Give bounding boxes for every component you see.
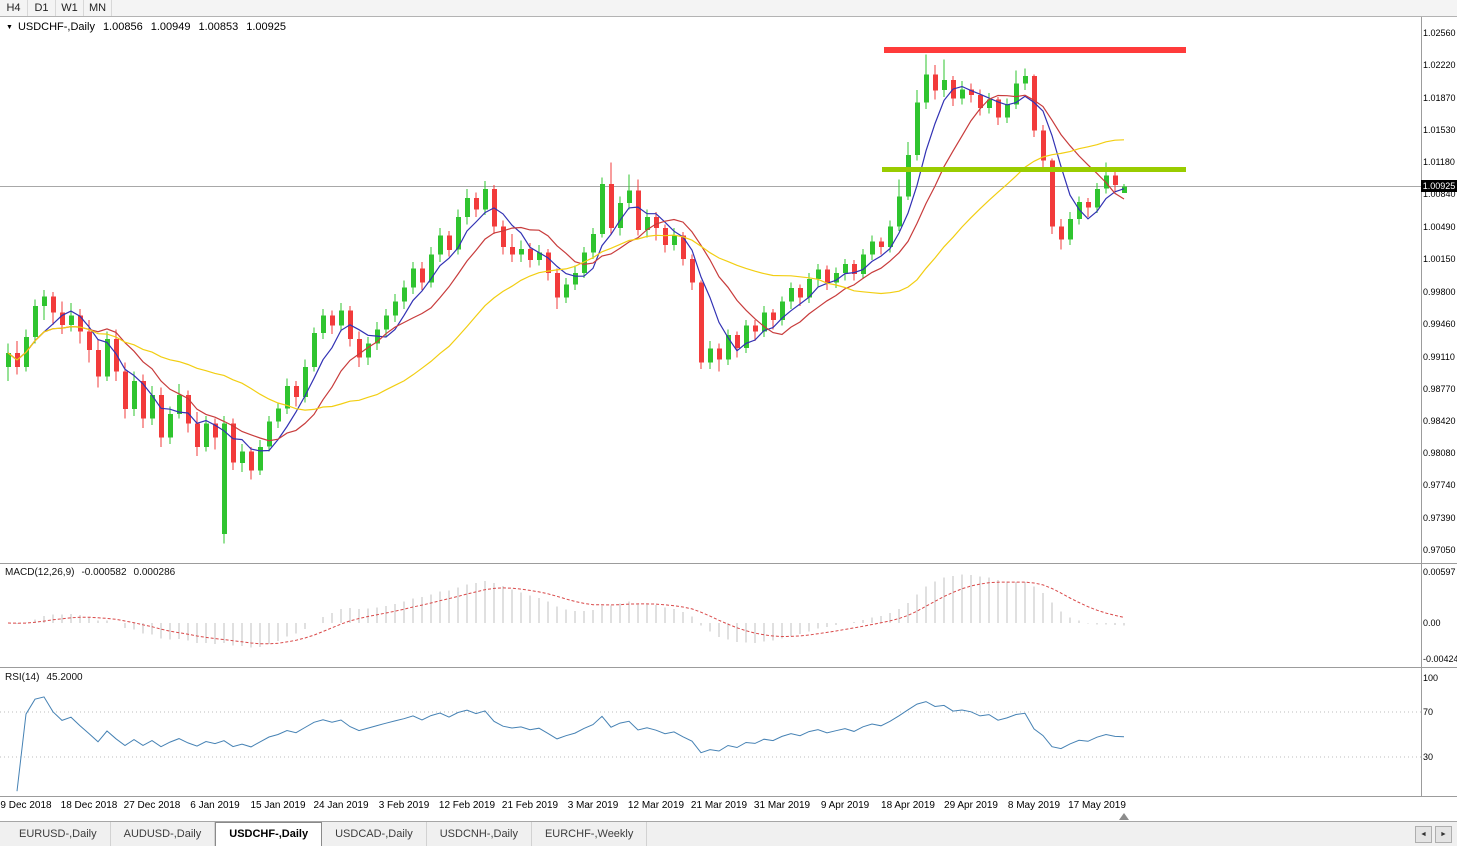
- time-axis-label: 27 Dec 2018: [123, 800, 181, 811]
- price-axis-label: 0.98080: [1423, 448, 1456, 458]
- tab-usdcad-daily[interactable]: USDCAD-,Daily: [322, 822, 427, 846]
- time-axis-label: 3 Mar 2019: [567, 800, 619, 811]
- main-chart-canvas[interactable]: [0, 17, 1421, 563]
- price-axis-label: 1.00840: [1423, 189, 1456, 199]
- chart-tab-bar: EURUSD-,Daily AUDUSD-,Daily USDCHF-,Daily U…: [0, 821, 1457, 846]
- tab-usdchf-daily[interactable]: USDCHF-,Daily: [215, 822, 323, 846]
- macd-rsi-divider: [0, 667, 1457, 668]
- macd-header: MACD(12,26,9) -0.000582 0.000286: [5, 567, 175, 578]
- time-axis-label: 29 Apr 2019: [944, 800, 998, 811]
- ohlc-open: 1.00856: [102, 21, 143, 33]
- price-axis-label: 1.00150: [1423, 254, 1456, 264]
- rsi-indicator-canvas[interactable]: [0, 669, 1421, 796]
- timeframe-d1-button[interactable]: D1: [28, 0, 56, 16]
- time-axis-label: 18 Dec 2018: [60, 800, 118, 811]
- tabs-scroll-left-button[interactable]: ◄: [1415, 825, 1432, 843]
- price-axis-label: 0.98420: [1423, 416, 1456, 426]
- price-axis-label: 0.99110: [1423, 352, 1455, 362]
- chart-shift-marker-icon[interactable]: [1119, 813, 1129, 820]
- price-axis-label: 1.01530: [1423, 125, 1456, 135]
- price-axis-label: 1.00490: [1423, 222, 1456, 232]
- time-axis-label: 12 Mar 2019: [627, 800, 685, 811]
- time-axis-label: 3 Feb 2019: [378, 800, 430, 811]
- price-axis-label: 0.97740: [1423, 480, 1456, 490]
- timeframe-h4-button[interactable]: H4: [0, 0, 28, 16]
- timeframe-w1-button[interactable]: W1: [56, 0, 84, 16]
- support-line[interactable]: [882, 167, 1186, 172]
- time-axis-label: 15 Jan 2019: [250, 800, 306, 811]
- time-axis-label: 18 Apr 2019: [881, 800, 935, 811]
- time-axis-label: 31 Mar 2019: [753, 800, 811, 811]
- price-axis-label: 1.02220: [1423, 60, 1456, 70]
- macd-axis-label: -0.00424: [1423, 654, 1457, 664]
- ohlc-low: 1.00853: [198, 21, 239, 33]
- macd-signal-value: 0.000286: [133, 567, 176, 578]
- price-axis-label: 0.99460: [1423, 319, 1456, 329]
- price-axis-label: 0.97050: [1423, 545, 1456, 555]
- time-axis-label: 21 Feb 2019: [501, 800, 559, 811]
- tabs-scroll-right-button[interactable]: ►: [1435, 825, 1452, 843]
- timeframe-toolbar: H4 D1 W1 MN: [0, 0, 1457, 17]
- tab-usdcnh-daily[interactable]: USDCNH-,Daily: [427, 822, 532, 846]
- rsi-axis-label: 100: [1423, 673, 1439, 683]
- chart-tabs: EURUSD-,Daily AUDUSD-,Daily USDCHF-,Daily U…: [0, 822, 648, 846]
- price-axis-label: 1.01180: [1423, 157, 1455, 167]
- time-axis-label: 8 May 2019: [1007, 800, 1061, 811]
- symbol-title: USDCHF-,Daily: [17, 21, 95, 33]
- rsi-value: 45.2000: [46, 672, 83, 683]
- chart-symbol-icon: ▼: [6, 23, 13, 31]
- price-axis-label: 0.97390: [1423, 513, 1456, 523]
- price-axis-label: 0.98770: [1423, 384, 1456, 394]
- macd-axis-label: 0.00: [1423, 618, 1441, 628]
- ohlc-high: 1.00949: [150, 21, 191, 33]
- macd-main-value: -0.000582: [81, 567, 127, 578]
- tab-navigation: ◄ ►: [1415, 822, 1457, 846]
- symbol-header: ▼ USDCHF-,Daily 1.00856 1.00949 1.00853 …: [6, 21, 286, 33]
- rsi-axis-label: 30: [1423, 752, 1434, 762]
- current-price-tag: 1.00925: [1421, 180, 1457, 192]
- timeframe-mn-button[interactable]: MN: [84, 0, 112, 16]
- time-axis-label: 24 Jan 2019: [313, 800, 369, 811]
- time-axis-label: 9 Apr 2019: [820, 800, 870, 811]
- tab-eurchf-weekly[interactable]: EURCHF-,Weekly: [532, 822, 648, 846]
- rsi-axis-label: 70: [1423, 707, 1434, 717]
- price-axis-label: 0.99800: [1423, 287, 1456, 297]
- rsi-label: RSI(14): [5, 672, 40, 683]
- rsi-timeaxis-divider: [0, 796, 1457, 797]
- time-axis-label: 12 Feb 2019: [438, 800, 496, 811]
- price-axis-label: 1.02560: [1423, 28, 1456, 38]
- time-axis-label: 9 Dec 2018: [0, 800, 52, 811]
- macd-label: MACD(12,26,9): [5, 567, 75, 578]
- price-axis-label: 1.01870: [1423, 93, 1456, 103]
- time-axis-label: 6 Jan 2019: [190, 800, 240, 811]
- macd-axis-label: 0.00597: [1423, 567, 1456, 577]
- ohlc-close: 1.00925: [246, 21, 286, 33]
- main-macd-divider: [0, 563, 1457, 564]
- tab-eurusd-daily[interactable]: EURUSD-,Daily: [6, 822, 111, 846]
- tab-audusd-daily[interactable]: AUDUSD-,Daily: [111, 822, 216, 846]
- resistance-line[interactable]: [884, 47, 1186, 53]
- time-axis-label: 17 May 2019: [1068, 800, 1126, 811]
- rsi-header: RSI(14) 45.2000: [5, 672, 83, 683]
- time-axis-label: 21 Mar 2019: [690, 800, 748, 811]
- price-axis-divider: [1421, 17, 1422, 796]
- macd-indicator-canvas[interactable]: [0, 564, 1421, 667]
